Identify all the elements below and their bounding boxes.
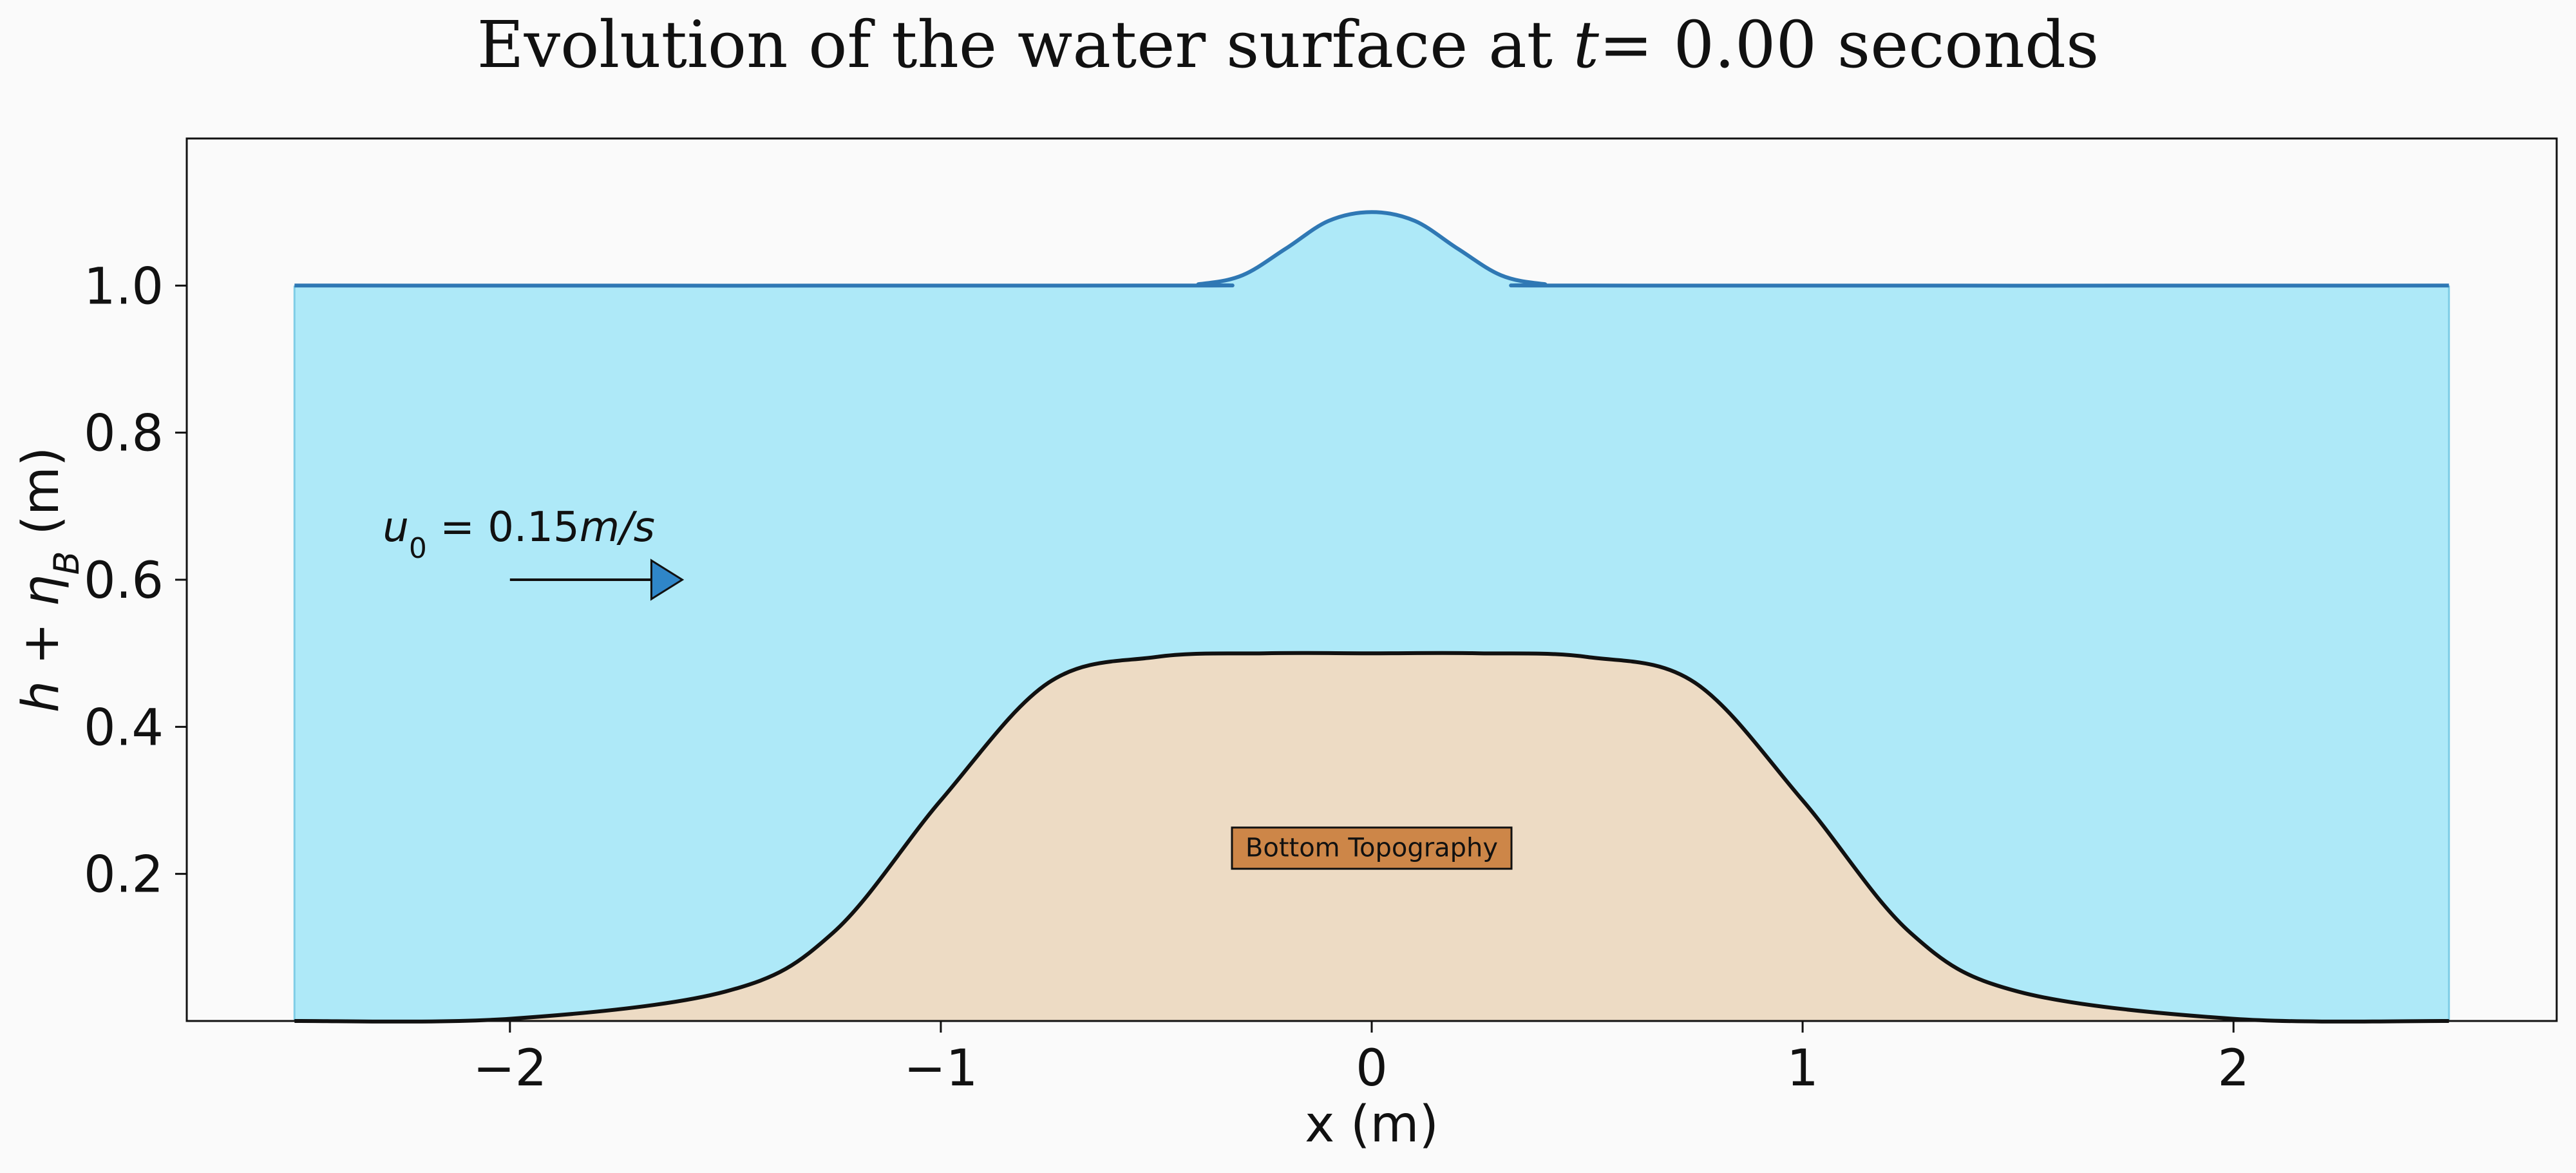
bottom-topography-label: Bottom Topography (1231, 826, 1513, 870)
x-tick-label: −2 (473, 1040, 547, 1098)
y-tick-label: 0.4 (84, 699, 164, 757)
water-surface-line (294, 210, 2449, 288)
velocity-label: u0 = 0.15m/s (383, 504, 655, 565)
x-tick-label: 1 (1786, 1040, 1819, 1098)
x-tick-label: 0 (1356, 1040, 1388, 1098)
water-area (294, 212, 2449, 1022)
y-tick-label: 0.2 (84, 846, 164, 904)
y-axis-ticks: 0.2 0.4 0.6 0.8 1.0 (84, 258, 187, 904)
bottom-topography-label-text: Bottom Topography (1245, 834, 1498, 863)
velocity-arrow-head (650, 558, 685, 601)
x-tick-label: 2 (2217, 1040, 2249, 1098)
y-tick-label: 0.6 (84, 552, 164, 610)
bottom-topography-label-box (1231, 826, 1513, 870)
y-tick-label: 1.0 (84, 258, 164, 316)
velocity-annotation: u0 = 0.15m/s (383, 504, 685, 601)
y-axis-label: h + ηB (m) (12, 447, 87, 713)
chart-title: Evolution of the water surface at t= 0.0… (477, 7, 2099, 82)
bottom-topography-line (294, 651, 2449, 1024)
x-axis-label: x (m) (1305, 1096, 1439, 1154)
x-axis-ticks: −2 −1 0 1 2 (473, 1021, 2249, 1098)
x-tick-label: −1 (904, 1040, 978, 1098)
y-tick-label: 0.8 (84, 405, 164, 463)
